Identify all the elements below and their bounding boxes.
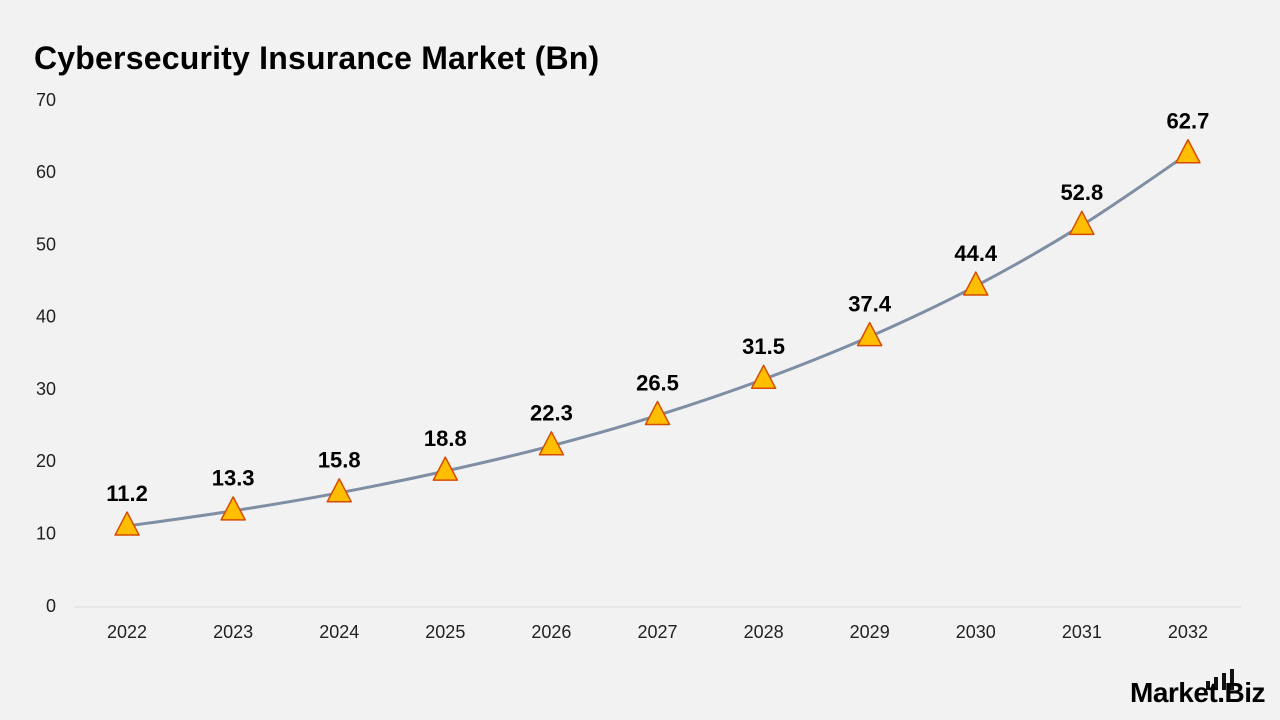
x-tick-label: 2024: [319, 622, 359, 642]
y-tick-label: 0: [46, 596, 56, 616]
y-tick-label: 60: [36, 162, 56, 182]
x-tick-label: 2030: [956, 622, 996, 642]
brand-name: Market.Biz: [1130, 677, 1266, 708]
data-label: 62.7: [1167, 109, 1210, 134]
data-point-marker: [220, 496, 246, 521]
data-point-marker: [432, 456, 459, 481]
data-label: 15.8: [318, 448, 361, 473]
brand-logo: Market.Biz: [1130, 668, 1266, 710]
y-tick-label: 20: [36, 451, 56, 471]
data-point-marker: [538, 431, 565, 456]
x-tick-label: 2026: [531, 622, 571, 642]
data-label: 44.4: [954, 241, 998, 266]
data-label: 18.8: [424, 426, 467, 451]
data-point-marker: [1069, 210, 1095, 236]
y-tick-label: 10: [36, 523, 56, 543]
x-tick-label: 2025: [425, 622, 465, 642]
data-point-marker: [644, 400, 671, 426]
x-tick-label: 2031: [1062, 622, 1102, 642]
y-tick-label: 50: [36, 234, 56, 254]
data-point-marker: [856, 321, 883, 347]
data-point-marker: [1175, 139, 1201, 164]
x-tick-label: 2028: [744, 622, 784, 642]
y-tick-label: 30: [36, 379, 56, 399]
data-label: 22.3: [530, 401, 573, 426]
x-tick-label: 2022: [107, 622, 147, 642]
data-label: 37.4: [848, 291, 892, 316]
data-point-marker: [326, 478, 352, 503]
data-label: 31.5: [742, 334, 785, 359]
x-tick-label: 2023: [213, 622, 253, 642]
y-tick-label: 70: [36, 90, 56, 110]
data-point-marker: [750, 364, 777, 390]
series-line: [125, 152, 1190, 528]
data-point-marker: [963, 271, 989, 296]
x-tick-label: 2032: [1168, 622, 1208, 642]
y-tick-label: 40: [36, 307, 56, 327]
data-label: 52.8: [1060, 180, 1103, 205]
x-tick-label: 2029: [850, 622, 890, 642]
chart-title: Cybersecurity Insurance Market (Bn): [34, 40, 600, 76]
x-tick-label: 2027: [637, 622, 677, 642]
signal-bars-icon: [1206, 669, 1234, 690]
data-label: 13.3: [212, 466, 255, 491]
data-label: 11.2: [106, 481, 148, 506]
data-point-marker: [114, 511, 140, 536]
data-label: 26.5: [636, 370, 679, 395]
